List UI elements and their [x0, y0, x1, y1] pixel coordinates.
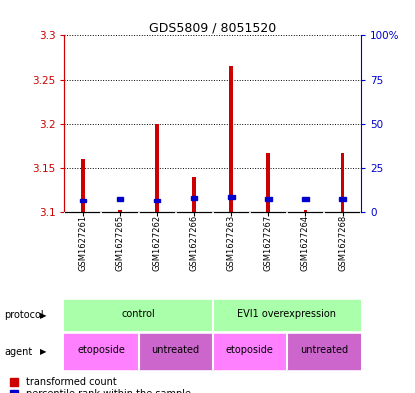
Bar	[192, 177, 196, 212]
Text: agent: agent	[4, 347, 32, 357]
Bar	[339, 197, 346, 201]
Bar	[302, 197, 309, 201]
Bar	[118, 210, 122, 212]
Title: GDS5809 / 8051520: GDS5809 / 8051520	[149, 21, 276, 34]
Bar	[228, 195, 234, 199]
Text: untreated: untreated	[300, 345, 348, 355]
Bar	[64, 300, 213, 331]
Text: GSM1627267: GSM1627267	[264, 215, 273, 271]
Text: GSM1627268: GSM1627268	[338, 215, 347, 271]
Text: control: control	[122, 309, 155, 319]
Bar	[265, 197, 272, 201]
Bar	[213, 300, 361, 331]
Text: ▶: ▶	[40, 311, 47, 320]
Bar	[229, 66, 233, 212]
Bar	[139, 334, 213, 369]
Text: GSM1627265: GSM1627265	[115, 215, 124, 271]
Text: GSM1627266: GSM1627266	[190, 215, 199, 271]
Text: GSM1627262: GSM1627262	[153, 215, 161, 271]
Bar	[117, 197, 123, 201]
Bar	[64, 334, 139, 369]
Legend: transformed count, percentile rank within the sample: transformed count, percentile rank withi…	[9, 376, 191, 393]
Text: ▶: ▶	[40, 347, 47, 356]
Bar	[154, 199, 160, 202]
Bar	[191, 196, 198, 200]
Bar	[341, 153, 344, 212]
Text: GSM1627264: GSM1627264	[301, 215, 310, 271]
Text: GSM1627261: GSM1627261	[78, 215, 88, 271]
Bar	[81, 159, 85, 212]
Bar	[287, 334, 361, 369]
Bar	[155, 124, 159, 212]
Text: EVI1 overexpression: EVI1 overexpression	[237, 309, 337, 319]
Text: etoposide: etoposide	[226, 345, 274, 355]
Bar	[213, 334, 287, 369]
Text: protocol: protocol	[4, 310, 44, 320]
Bar	[80, 199, 86, 202]
Bar	[303, 210, 307, 212]
Text: etoposide: etoposide	[78, 345, 125, 355]
Bar	[266, 153, 270, 212]
Text: untreated: untreated	[151, 345, 200, 355]
Text: GSM1627263: GSM1627263	[227, 215, 236, 271]
